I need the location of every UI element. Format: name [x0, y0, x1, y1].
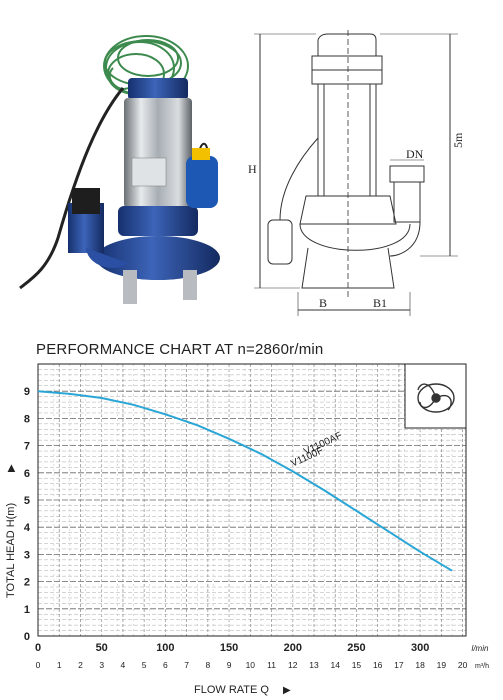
y-tick-label: 0	[24, 631, 30, 643]
x-tick-label-m3h: 3	[99, 660, 104, 670]
x-tick-label-m3h: 17	[394, 660, 404, 670]
dimension-drawing: H 5m DN B B1	[248, 30, 465, 316]
x-tick-label-m3h: 2	[78, 660, 83, 670]
y-tick-label: 1	[24, 604, 30, 616]
power-cable	[19, 87, 125, 290]
x-tick-label-m3h: 9	[227, 660, 232, 670]
x-tick-label-m3h: 13	[309, 660, 319, 670]
y-tick-label: 4	[24, 522, 31, 534]
x-tick-label-m3h: 20	[458, 660, 468, 670]
y-tick-label: 3	[24, 549, 30, 561]
x-tick-label-lmin: 100	[156, 642, 174, 654]
pump-photo	[19, 35, 220, 304]
x-tick-label-m3h: 15	[352, 660, 362, 670]
x-tick-label-lmin: 300	[411, 642, 429, 654]
x-tick-label-m3h: 12	[288, 660, 298, 670]
x-tick-label-m3h: 19	[437, 660, 447, 670]
y-axis-arrow-icon: ▶	[6, 464, 17, 472]
plot-frame	[37, 363, 467, 637]
x-tick-label-m3h: 6	[163, 660, 168, 670]
impeller-inset	[404, 363, 467, 429]
x-tick-label-m3h: 0	[36, 660, 41, 670]
x-tick-label-m3h: 18	[415, 660, 425, 670]
series-line-0	[37, 390, 453, 572]
x-tick-label-m3h: 14	[330, 660, 340, 670]
y-tick-label: 5	[24, 495, 30, 507]
y-tick-label: 8	[24, 413, 30, 425]
dim-label-b1: B1	[373, 296, 387, 310]
x-tick-label-lmin: 250	[347, 642, 365, 654]
x-tick-label-m3h: 10	[246, 660, 256, 670]
y-axis-label: TOTAL HEAD H(m)	[5, 503, 17, 598]
x-axis-label: FLOW RATE Q	[194, 684, 269, 696]
x-tick-label-m3h: 11	[267, 660, 276, 670]
y-tick-label: 7	[24, 441, 30, 453]
chart-grid	[38, 364, 466, 636]
dim-label-dn: DN	[406, 147, 424, 161]
impeller-icon	[417, 383, 455, 413]
x-tick-label-m3h: 5	[142, 660, 147, 670]
dim-label-5m: 5m	[451, 132, 465, 148]
x-tick-label-m3h: 8	[205, 660, 210, 670]
x-unit-m3h: m³/h	[475, 663, 489, 670]
x-tick-label-m3h: 7	[184, 660, 189, 670]
y-tick-label: 9	[24, 386, 30, 398]
x-tick-label-m3h: 1	[57, 660, 62, 670]
chart-series	[37, 390, 453, 572]
x-tick-label-lmin: 50	[96, 642, 108, 654]
dim-label-h: H	[248, 162, 257, 176]
x-tick-label-m3h: 4	[121, 660, 126, 670]
y-tick-label: 2	[24, 577, 30, 589]
x-tick-label-lmin: 200	[284, 642, 302, 654]
x-axis-arrow-icon: ▶	[283, 685, 291, 696]
y-tick-label: 6	[24, 468, 30, 480]
x-tick-label-lmin: 0	[35, 642, 41, 654]
chart-title: PERFORMANCE CHART AT n=2860r/min	[36, 341, 324, 358]
x-tick-label-m3h: 16	[373, 660, 383, 670]
x-tick-label-lmin: 150	[220, 642, 238, 654]
x-unit-lmin: l/min	[472, 644, 489, 653]
dim-label-b: B	[319, 296, 327, 310]
